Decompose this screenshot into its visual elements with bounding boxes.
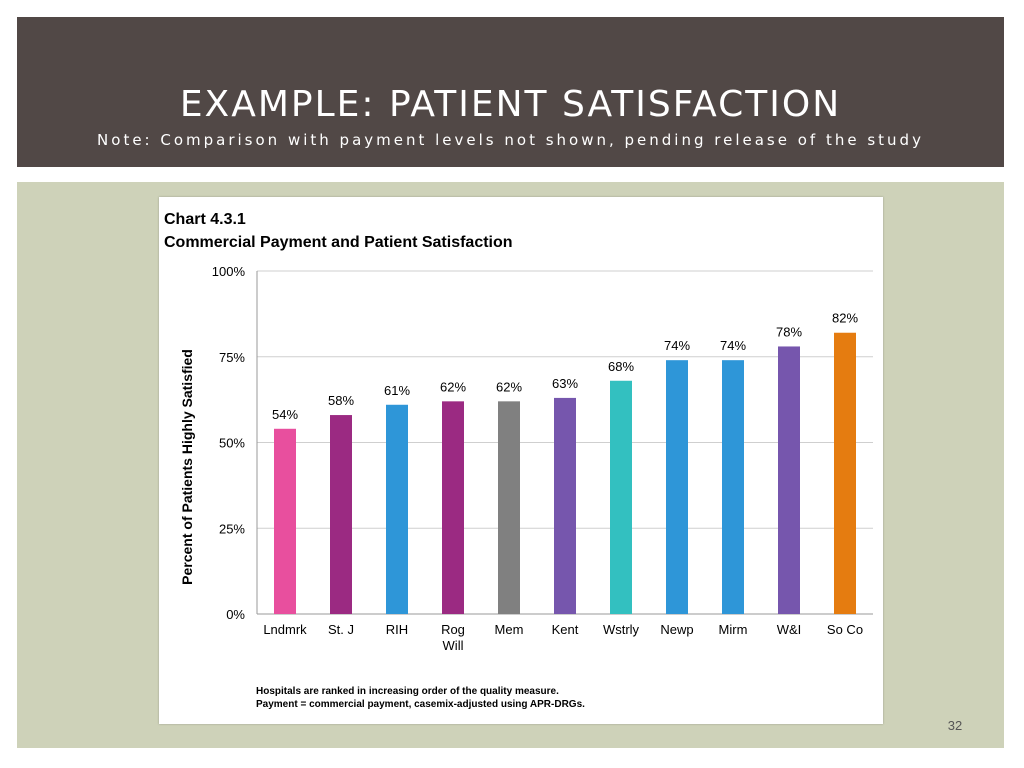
bar-value-label: 61% [384, 383, 410, 398]
bar [442, 401, 464, 614]
bar [386, 404, 408, 614]
bar-value-label: 82% [832, 311, 858, 326]
x-tick-label: Rog Will [441, 622, 465, 653]
bar-value-label: 74% [720, 338, 746, 353]
y-axis-label: Percent of Patients Highly Satisfied [179, 349, 195, 585]
y-tick-label: 0% [226, 607, 245, 622]
y-tick-label: 100% [212, 264, 246, 279]
bar [330, 415, 352, 614]
footnote-2: Payment = commercial payment, casemix-ad… [256, 699, 585, 710]
x-tick-label: Mirm [719, 622, 748, 637]
bar-value-label: 74% [664, 338, 690, 353]
bar-value-label: 62% [496, 379, 522, 394]
bar [722, 360, 744, 614]
bar-value-label: 54% [272, 407, 298, 422]
bar-value-label: 78% [776, 324, 802, 339]
x-tick-label: W&I [777, 622, 802, 637]
x-tick-label: Lndmrk [263, 622, 307, 637]
chart-subtitle: Commercial Payment and Patient Satisfact… [164, 234, 513, 251]
slide-title: EXAMPLE: PATIENT SATISFACTION [179, 84, 842, 125]
bar-value-label: 58% [328, 393, 354, 408]
slide-header: EXAMPLE: PATIENT SATISFACTION Note: Comp… [17, 17, 1004, 167]
y-tick-label: 50% [219, 436, 245, 451]
bar [778, 346, 800, 614]
bar [834, 332, 856, 614]
bar [666, 360, 688, 614]
bar-value-label: 63% [552, 376, 578, 391]
y-tick-label: 25% [219, 521, 245, 536]
x-tick-label: Newp [660, 622, 693, 637]
y-tick-label: 75% [219, 350, 245, 365]
page-number: 32 [947, 718, 963, 733]
x-tick-label: Mem [495, 622, 524, 637]
x-tick-label: RIH [386, 622, 408, 637]
x-tick-label: So Co [827, 622, 863, 637]
bar-chart: Chart 4.3.1 Commercial Payment and Patie… [164, 211, 873, 710]
bar [610, 380, 632, 614]
bar [554, 397, 576, 614]
bar-value-label: 68% [608, 359, 634, 374]
x-tick-label: Wstrly [603, 622, 640, 637]
chart-card: Chart 4.3.1 Commercial Payment and Patie… [159, 197, 883, 724]
x-tick-label: St. J [328, 622, 354, 637]
bar-value-label: 62% [440, 379, 466, 394]
bar [498, 401, 520, 614]
footnote-1: Hospitals are ranked in increasing order… [256, 686, 559, 697]
chart-title: Chart 4.3.1 [164, 211, 246, 228]
slide-subtitle: Note: Comparison with payment levels not… [97, 131, 924, 149]
bar [274, 428, 296, 614]
x-tick-label: Kent [552, 622, 579, 637]
